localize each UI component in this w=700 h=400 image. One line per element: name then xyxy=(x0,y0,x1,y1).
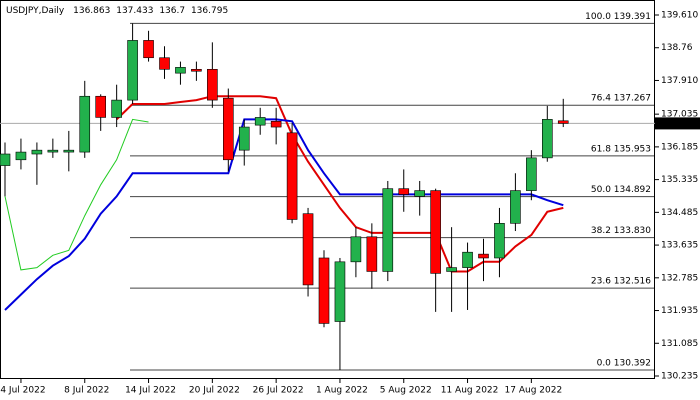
candle-body xyxy=(462,251,473,268)
candle-body xyxy=(541,119,553,159)
candle-body xyxy=(446,267,457,272)
candle-body xyxy=(0,153,11,166)
y-tick-label: 133.635 xyxy=(661,241,698,251)
fib-label: 0.0 130.392 xyxy=(597,358,651,368)
y-tick-label: 139.610 xyxy=(661,11,698,21)
y-tick-label: 134.485 xyxy=(661,208,698,218)
candle-body xyxy=(175,67,186,74)
candle-body xyxy=(159,57,170,70)
price-tag xyxy=(655,117,700,130)
candle-body xyxy=(111,99,122,118)
y-tick-label: 135.335 xyxy=(661,175,698,185)
candle-body xyxy=(238,126,250,151)
indicator-line xyxy=(4,118,149,271)
candle-body xyxy=(143,40,154,59)
indicator-line xyxy=(115,95,564,273)
candle-body xyxy=(510,190,521,224)
candle-body xyxy=(47,149,59,153)
candle-body xyxy=(127,40,138,101)
fib-label: 100.0 139.391 xyxy=(585,12,651,22)
candle-body xyxy=(15,151,27,161)
x-tick-label: 5 Aug 2022 xyxy=(380,386,432,396)
candle-body xyxy=(318,257,330,324)
symbol: USDJPY,Daily xyxy=(6,6,65,16)
candle-body xyxy=(478,253,489,259)
candle-body xyxy=(526,157,537,191)
x-tick-label: 14 Jul 2022 xyxy=(125,386,176,396)
candle-body xyxy=(95,95,106,118)
candle-body xyxy=(31,149,43,155)
candle-body xyxy=(254,117,266,126)
chart-title: USDJPY,Daily 136.863 137.433 136.7 136.7… xyxy=(6,6,228,16)
candle-body xyxy=(557,120,569,124)
y-tick-label: 137.910 xyxy=(661,76,698,86)
y-tick-label: 132.785 xyxy=(661,273,698,283)
candle-body xyxy=(223,97,234,161)
x-tick-label: 4 Jul 2022 xyxy=(0,386,45,396)
y-tick-label: 137.035 xyxy=(661,110,698,120)
fib-label: 38.2 133.830 xyxy=(591,226,651,236)
price-tag-label: 136.795 xyxy=(658,119,695,129)
x-tick-label: 11 Aug 2022 xyxy=(441,386,499,396)
candle-body xyxy=(494,223,505,259)
indicator-line xyxy=(4,118,564,311)
candle-body xyxy=(366,236,378,272)
candle-body xyxy=(382,188,394,272)
x-tick-label: 1 Aug 2022 xyxy=(316,386,368,396)
y-tick-label: 131.935 xyxy=(661,306,698,316)
y-tick-label: 131.085 xyxy=(661,339,698,349)
y-tick-label: 138.76 xyxy=(661,43,693,53)
fib-label: 50.0 134.892 xyxy=(591,185,651,195)
ohlc-low: 136.7 xyxy=(159,6,185,16)
fib-label: 23.6 132.516 xyxy=(591,277,651,287)
x-tick-label: 20 Jul 2022 xyxy=(189,386,240,396)
candle-body xyxy=(350,236,362,263)
candle-body xyxy=(270,120,282,128)
x-tick-label: 8 Jul 2022 xyxy=(64,386,109,396)
candle-body xyxy=(207,68,218,101)
candle-body xyxy=(286,132,298,220)
ohlc-high: 137.433 xyxy=(116,6,153,16)
candle-body xyxy=(63,149,75,153)
ohlc-close: 136.795 xyxy=(191,6,228,16)
candle-body xyxy=(191,68,202,72)
y-tick-label: 136.185 xyxy=(661,142,698,152)
fib-label: 61.8 135.953 xyxy=(591,144,651,154)
candle-body xyxy=(414,190,426,197)
ohlc-open: 136.863 xyxy=(73,6,110,16)
y-tick-label: 130.235 xyxy=(661,372,698,382)
candle-body xyxy=(430,190,441,274)
x-tick-label: 26 Jul 2022 xyxy=(253,386,304,396)
x-tick-label: 17 Aug 2022 xyxy=(505,386,563,396)
candle-body xyxy=(79,95,91,153)
candle-body xyxy=(302,213,314,286)
candle-body xyxy=(398,188,410,195)
candle-body xyxy=(334,261,346,322)
fib-label: 76.4 137.267 xyxy=(591,94,651,104)
